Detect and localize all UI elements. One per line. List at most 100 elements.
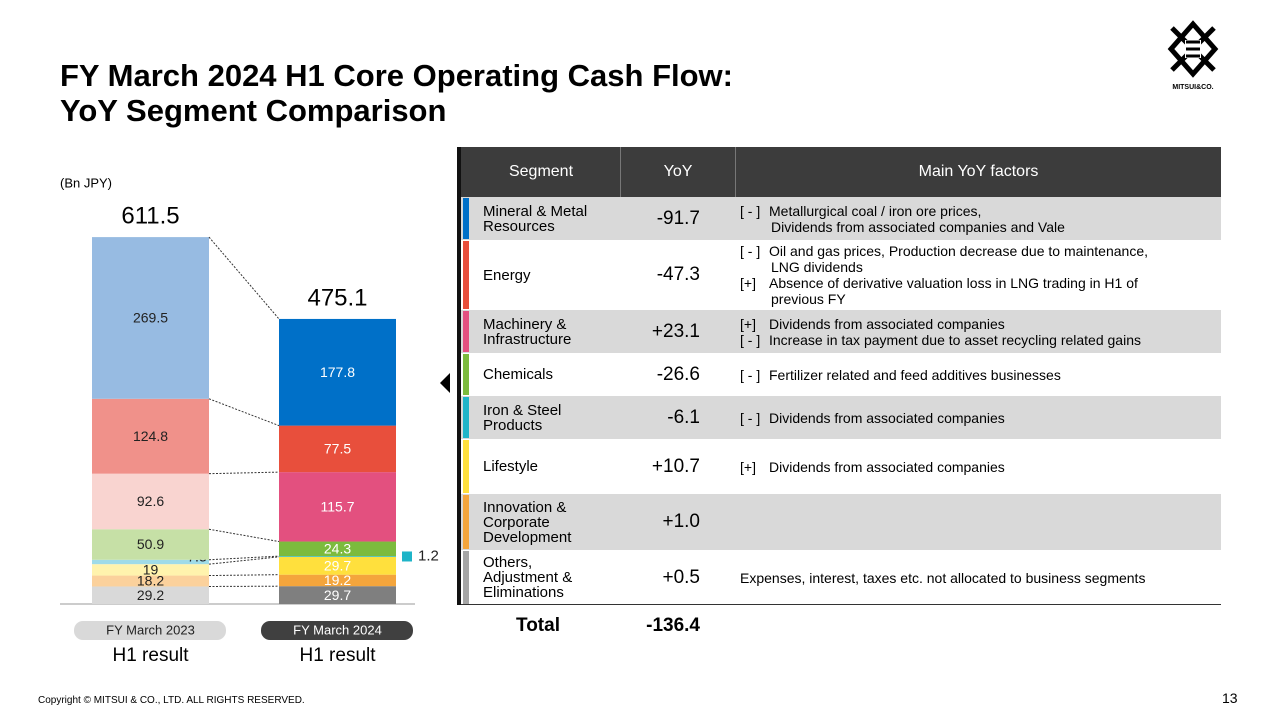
segment-color: [463, 311, 469, 352]
factor: [ - ] Metallurgical coal / iron ore price…: [740, 203, 1065, 235]
segment-name: Others, Adjustment & Eliminations: [483, 554, 573, 601]
bar-segment: [279, 574, 396, 587]
factor-line: LNG dividends: [771, 259, 863, 275]
logo-mark: [1167, 20, 1219, 78]
factor: [+] Absence of derivative valuation loss …: [740, 275, 1138, 307]
x-tick-sublabel: H1 result: [112, 645, 189, 666]
value-label: 115.7: [321, 499, 355, 515]
bar-segment: [92, 559, 209, 565]
row-shade: [461, 197, 1221, 240]
bar-segment: [279, 556, 396, 575]
connector: [208, 574, 280, 577]
factor-text: Fertilizer related and feed additives bu…: [769, 367, 1061, 383]
segment-name: Chemicals: [483, 366, 554, 383]
yoy-value: +10.7: [651, 455, 700, 477]
factor-sign: [ - ]: [740, 331, 761, 348]
factor-line: Dividends from associated companies and …: [771, 218, 1065, 235]
row-shade: [461, 494, 1221, 550]
segment-name: Energy: [483, 266, 531, 284]
value-label: 19: [143, 562, 159, 578]
value-label: 24.3: [324, 541, 351, 557]
logo: MITSUI&CO.: [1162, 18, 1224, 91]
x-tick-label: FY March 2023: [106, 622, 195, 637]
bar-segment: [279, 586, 396, 604]
yoy-value: -91.7: [656, 207, 700, 229]
factor-line: Metallurgical coal / iron ore prices,: [769, 202, 982, 219]
value-label: 1.2: [418, 547, 439, 564]
segment-name: Machinery & Infrastructure: [483, 315, 572, 348]
value-label: 29.7: [324, 587, 351, 603]
x-tick-sublabel: H1 result: [299, 645, 376, 666]
total-value: -136.4: [646, 615, 700, 636]
unit-label: (Bn JPY): [60, 175, 112, 190]
factors: [+] Dividends from associated companies[ …: [740, 310, 1220, 353]
segment-color: [463, 397, 469, 438]
value-label: 77.5: [324, 441, 351, 457]
yoy-value: +1.0: [662, 511, 700, 532]
connector: [208, 471, 280, 475]
segment-color: [463, 440, 469, 493]
connector: [208, 398, 280, 427]
factor-text: Expenses, interest, taxes etc. not alloc…: [740, 570, 1145, 586]
value-label: 269.5: [133, 310, 168, 326]
yoy-value: -47.3: [656, 264, 700, 285]
table-bottom-rule: [461, 604, 1221, 605]
header-row: [461, 147, 1221, 197]
factor-sign: [ - ]: [740, 243, 761, 259]
connector: [208, 556, 280, 565]
yoy-value: -26.6: [656, 363, 700, 385]
bar-segment: [92, 237, 209, 399]
value-label: 50.9: [137, 536, 164, 552]
factor-sign: [+]: [740, 315, 756, 332]
segment-name: Innovation & Corporate Development: [483, 498, 572, 546]
title-line: FY March 2024 H1 Core Operating Cash Flo…: [60, 58, 733, 93]
factor-text: Oil and gas prices, Production decrease …: [769, 243, 1148, 275]
total-label: 611.5: [121, 202, 179, 229]
bar-segment: [279, 425, 396, 473]
value-label: 92.6: [137, 493, 164, 509]
category-pill: [261, 621, 413, 640]
table-spine: [457, 147, 461, 605]
factors: [ - ] Fertilizer related and feed additiv…: [740, 353, 1220, 396]
x-tick-label: FY March 2024: [293, 622, 382, 637]
copyright: Copyright © MITSUI & CO., LTD. ALL RIGHT…: [38, 695, 305, 706]
label-key: [402, 551, 412, 562]
factor: [ - ] Dividends from associated companies: [740, 410, 1005, 426]
factor-sign: [ - ]: [740, 366, 761, 383]
connector: [208, 555, 280, 561]
value-label: 29.7: [324, 557, 351, 573]
factor: [ - ] Increase in tax payment due to asse…: [740, 332, 1141, 348]
factor-text: Metallurgical coal / iron ore prices, Div…: [769, 203, 1065, 235]
value-label: 18.2: [137, 573, 164, 589]
factor-line: Oil and gas prices, Production decrease …: [769, 243, 1149, 259]
factors: [740, 494, 1220, 550]
value-label: 29.2: [137, 587, 164, 603]
factor-text: Dividends from associated companies: [769, 316, 1005, 332]
bar-segment: [279, 318, 396, 426]
factor-line: Dividends from associated companies: [769, 458, 1005, 475]
connector: [208, 236, 280, 320]
factor-sign: [ - ]: [740, 202, 761, 219]
factor: [ - ] Oil and gas prices, Production decr…: [740, 243, 1148, 275]
row-shade: [461, 310, 1221, 353]
factor-sign: [+]: [740, 458, 756, 475]
factor-text: Dividends from associated companies: [769, 459, 1005, 475]
table: Segment YoY Main YoY factors Mineral & Meta…: [457, 147, 1221, 636]
logo-text: MITSUI&CO.: [1172, 84, 1214, 91]
chart: (Bn JPY)29.218.2197.350.992.6124.8269.56…: [60, 175, 450, 666]
pointer: [440, 373, 450, 393]
column-header: YoY: [620, 147, 735, 197]
bar-segment: [279, 541, 396, 557]
factor: [ - ] Fertilizer related and feed additiv…: [740, 367, 1061, 383]
factors: Expenses, interest, taxes etc. not alloc…: [740, 550, 1220, 605]
column-header: Main YoY factors: [735, 147, 1221, 197]
row-shade: [461, 396, 1221, 439]
factor-line: Expenses, interest, taxes etc. not alloc…: [740, 569, 1146, 586]
segment-color: [463, 198, 469, 239]
factor-line: Fertilizer related and feed additives bu…: [769, 366, 1061, 383]
title-line: YoY Segment Comparison: [60, 93, 447, 128]
yoy-value: +23.1: [651, 320, 700, 342]
bar-segment: [279, 472, 396, 542]
factor-line: Dividends from associated companies: [769, 409, 1005, 426]
